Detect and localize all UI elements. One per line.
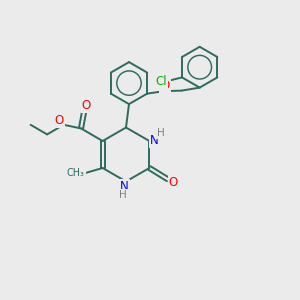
Text: N: N <box>150 134 159 147</box>
Text: O: O <box>82 99 91 112</box>
Text: H: H <box>157 128 165 138</box>
Text: Cl: Cl <box>155 75 167 88</box>
Text: O: O <box>169 176 178 189</box>
Text: H: H <box>119 190 127 200</box>
Text: O: O <box>160 79 170 92</box>
Text: CH₃: CH₃ <box>67 168 85 178</box>
Text: N: N <box>120 180 129 194</box>
Text: O: O <box>55 114 64 127</box>
